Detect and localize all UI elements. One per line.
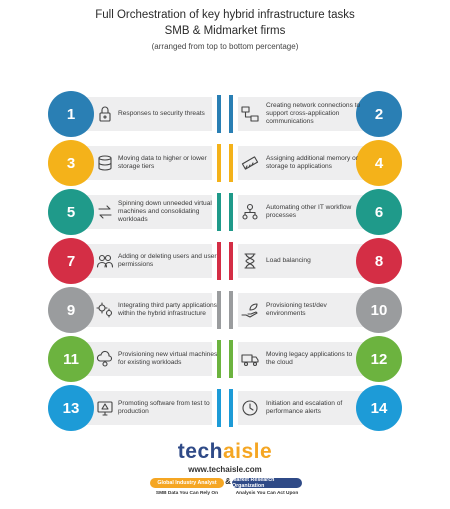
arrows-icon	[98, 205, 112, 219]
task-row: 11 Provisioning new virtual machines for …	[0, 336, 450, 382]
task-row: 3 Moving data to higher or lower storage …	[0, 140, 450, 186]
accent-bar	[229, 95, 233, 133]
tagline-2: Analysis You Can Act Upon	[235, 491, 299, 496]
rank-badge: 11	[48, 336, 94, 382]
task-label: Spinning down unneeded virtual machines …	[118, 200, 212, 223]
ampersand: &	[225, 477, 231, 486]
task-label: Provisioning new virtual machines for ex…	[118, 351, 218, 366]
network-icon	[241, 106, 259, 122]
market-research-badge: Market Research Organization	[232, 477, 302, 489]
hourglass-icon	[244, 253, 256, 269]
lock-icon	[99, 106, 111, 122]
task-label: Moving legacy applications to the cloud	[266, 351, 353, 366]
task-row: 13 Promoting software from test to produc…	[0, 385, 450, 431]
accent-bar	[217, 95, 221, 133]
task-label: Adding or deleting users and user permis…	[118, 253, 217, 268]
task-label: Initiation and escalation of performance…	[266, 400, 343, 415]
users-icon	[96, 254, 114, 268]
task-label: Assigning additional memory or storage t…	[266, 155, 358, 170]
task-row: 7 Adding or deleting users and user permi…	[0, 238, 450, 284]
accent-bar	[217, 340, 221, 378]
hand-leaf-icon	[241, 303, 258, 318]
subtitle: (arranged from top to bottom percentage)	[151, 42, 299, 51]
rank-badge: 5	[48, 189, 94, 235]
task-label: Integrating third party applications wit…	[118, 302, 217, 317]
truck-icon	[241, 354, 259, 367]
rank-badge: 10	[356, 287, 402, 333]
gears-icon	[96, 302, 113, 318]
accent-bar	[217, 144, 221, 182]
task-row: 1 Responses to security threats 2 Creating …	[0, 91, 450, 137]
workflow-icon	[242, 203, 258, 220]
accent-bar	[229, 389, 233, 427]
rank-badge: 2	[356, 91, 402, 137]
task-label: Creating network connections to support …	[266, 102, 361, 125]
rank-badge: 13	[48, 385, 94, 431]
rank-badge: 1	[48, 91, 94, 137]
techaisle-logo: techaisle	[177, 440, 273, 463]
task-label: Automating other IT workflow processes	[266, 204, 352, 219]
rank-badge: 3	[48, 140, 94, 186]
rank-badge: 12	[356, 336, 402, 382]
task-row: 5 Spinning down unneeded virtual machines…	[0, 189, 450, 235]
task-row: 9 Integrating third party applications wi…	[0, 287, 450, 333]
accent-bar	[229, 340, 233, 378]
rank-badge: 14	[356, 385, 402, 431]
rank-badge: 8	[356, 238, 402, 284]
accent-bar	[217, 193, 221, 231]
clock-icon	[242, 400, 258, 416]
rank-badge: 9	[48, 287, 94, 333]
accent-bar	[217, 291, 221, 329]
rank-badge: 6	[356, 189, 402, 235]
screen-icon	[97, 401, 113, 416]
cloud-gear-icon	[96, 350, 113, 367]
accent-bar	[229, 144, 233, 182]
accent-bar	[217, 389, 221, 427]
tagline-1: SMB Data You Can Rely On	[155, 491, 219, 496]
website-url: www.techaisle.com	[188, 465, 262, 474]
task-label: Promoting software from test to producti…	[118, 400, 210, 415]
task-label: Moving data to higher or lower storage t…	[118, 155, 207, 170]
memory-icon	[241, 156, 259, 170]
task-label: Provisioning test/dev environments	[266, 302, 327, 317]
title-line-1: Full Orchestration of key hybrid infrast…	[95, 9, 355, 21]
title-line-2: SMB & Midmarket firms	[164, 25, 286, 37]
accent-bar	[229, 291, 233, 329]
accent-bar	[229, 193, 233, 231]
database-icon	[98, 155, 112, 171]
global-analyst-badge: Global Industry Analyst	[150, 478, 224, 488]
accent-bar	[229, 242, 233, 280]
accent-bar	[217, 242, 221, 280]
rank-badge: 7	[48, 238, 94, 284]
task-label: Load balancing	[266, 257, 311, 264]
task-label: Responses to security threats	[118, 110, 205, 117]
rank-badge: 4	[356, 140, 402, 186]
